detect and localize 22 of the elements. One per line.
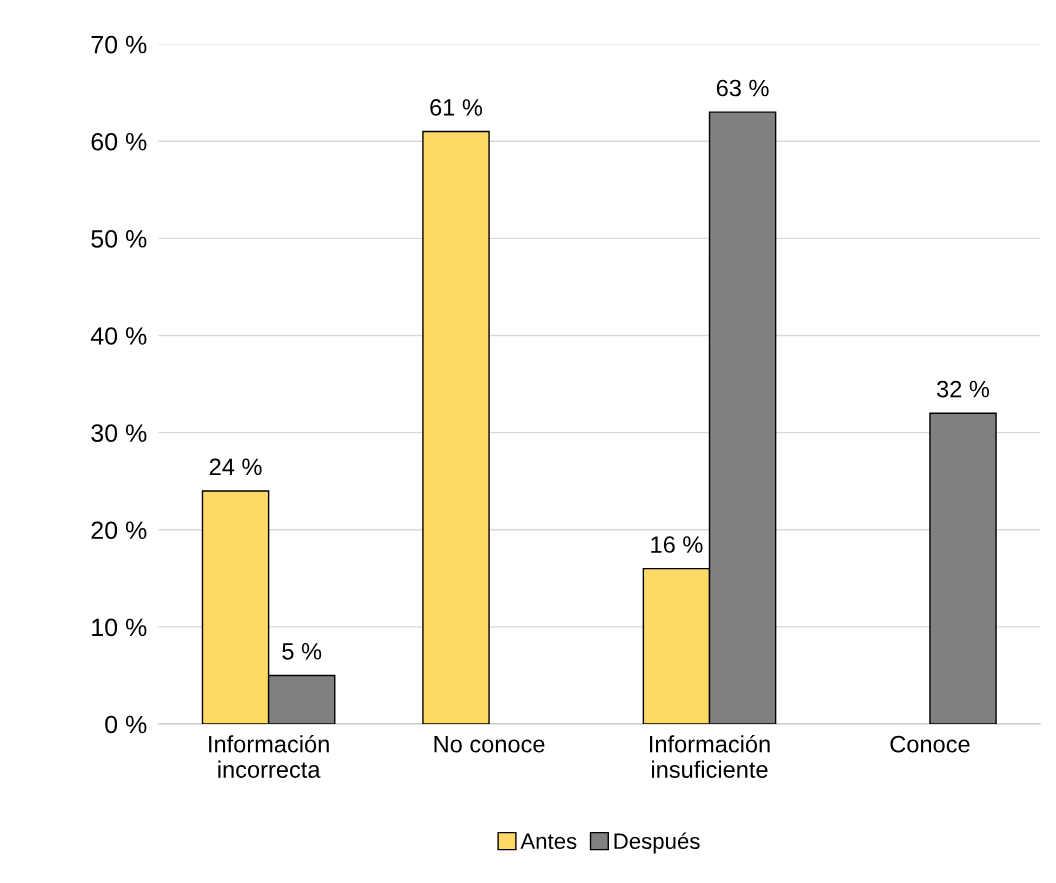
y-tick-label: 30 % [91,424,147,442]
y-tick-label: 0 % [105,715,147,734]
y-tick-label: 60 % [91,132,147,151]
data-label: 16 % [651,536,703,553]
x-tick-label: No conoce [434,736,545,753]
bar [422,130,490,725]
x-tick-label: Información incorrecta [209,734,329,778]
y-tick-label: 40 % [90,327,147,345]
legend-label: Después [614,832,700,854]
legend-label: Antes [520,833,577,850]
y-tick-label: 70 % [91,35,147,54]
bar [929,412,997,725]
y-tick-label: 50 % [91,230,147,248]
x-tick-label: Conoce [890,735,970,753]
data-label: 24 % [209,458,262,476]
data-label: 32 % [937,380,990,398]
data-label: 5 % [282,643,322,660]
data-label: 63 % [716,79,769,97]
x-tick-label: Información insuficiente [650,734,770,778]
y-tick-label: 20 % [91,521,147,540]
data-label: 61 % [430,99,483,116]
y-tick-label: 10 % [92,618,147,637]
